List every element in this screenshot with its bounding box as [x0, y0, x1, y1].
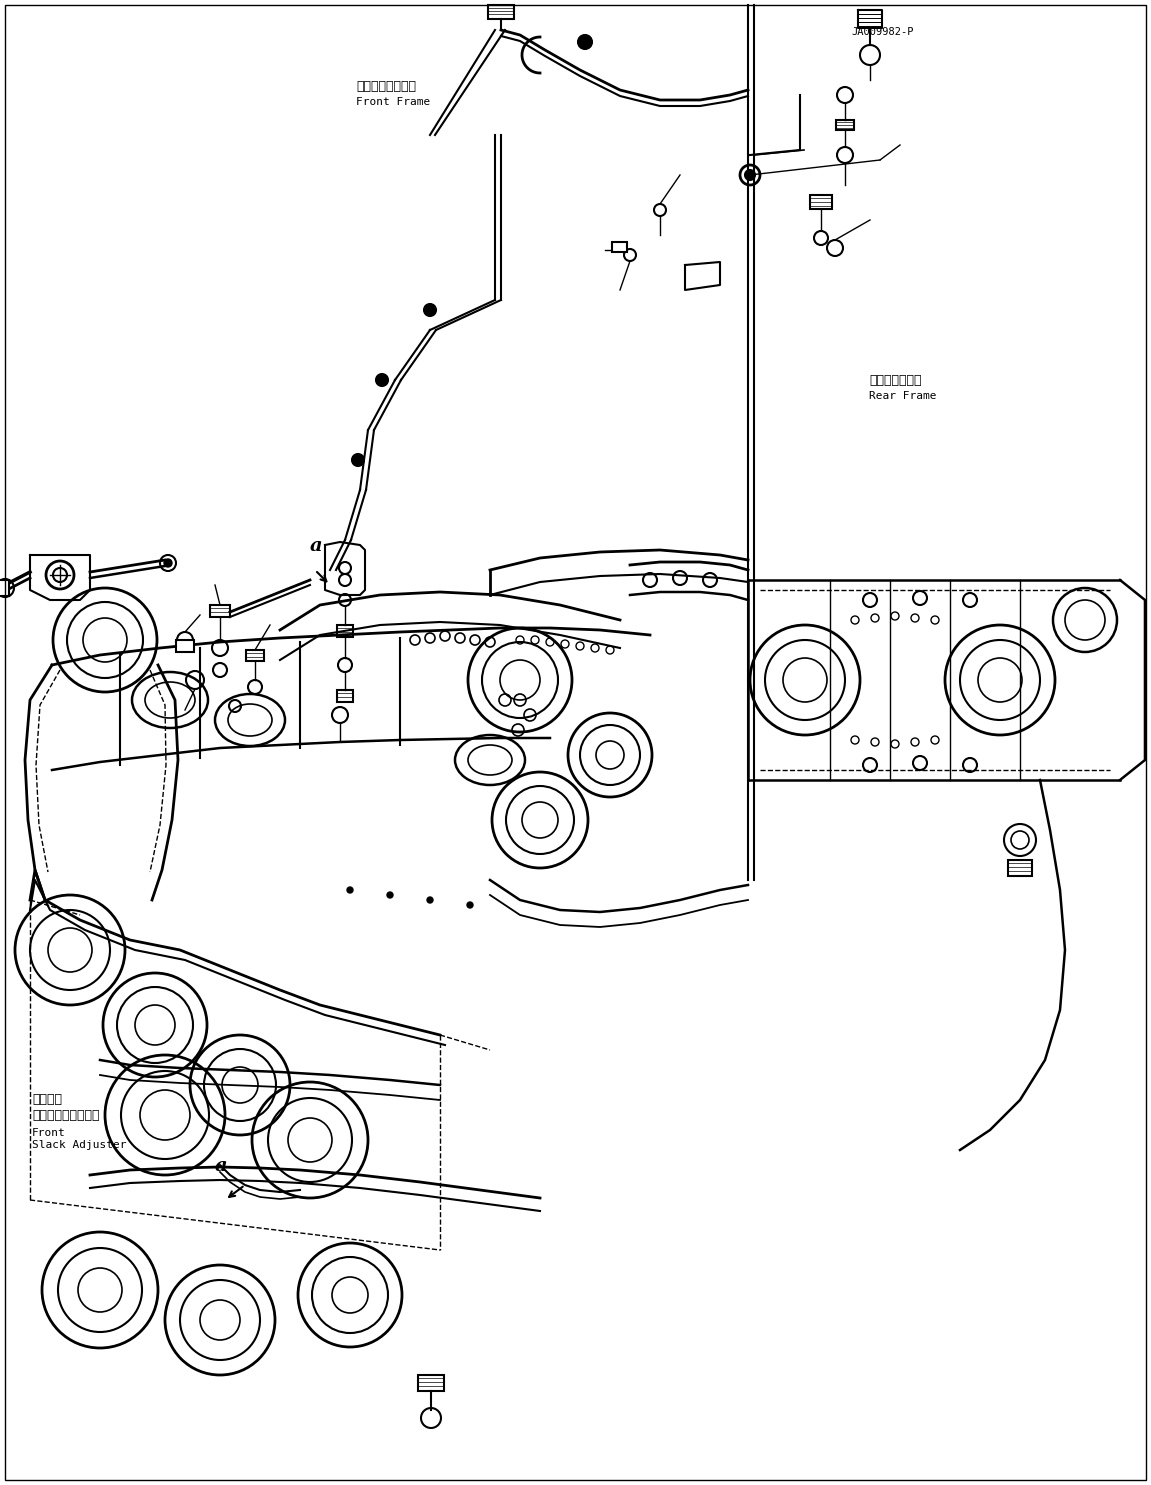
Circle shape [346, 887, 353, 892]
Text: a: a [310, 538, 322, 555]
Text: スラックアジャスタ: スラックアジャスタ [32, 1109, 99, 1123]
Text: a: a [215, 1157, 228, 1175]
Circle shape [578, 36, 592, 49]
Bar [836, 120, 854, 131]
Bar [337, 625, 353, 637]
Text: Front: Front [32, 1129, 66, 1138]
Circle shape [745, 169, 755, 180]
Text: Slack Adjuster: Slack Adjuster [32, 1140, 127, 1149]
Circle shape [387, 892, 392, 898]
Bar [612, 242, 627, 252]
Circle shape [376, 374, 388, 386]
Bar [488, 4, 514, 19]
Text: リヤーフレーム: リヤーフレーム [869, 374, 922, 388]
Circle shape [352, 454, 364, 466]
Text: フロントフレーム: フロントフレーム [356, 80, 416, 94]
Text: フロント: フロント [32, 1093, 62, 1106]
Bar [810, 195, 832, 209]
Circle shape [467, 901, 473, 907]
Circle shape [163, 558, 171, 567]
Bar [337, 691, 353, 702]
Text: JA009982-P: JA009982-P [851, 27, 914, 37]
Bar [246, 650, 264, 661]
Circle shape [424, 304, 436, 316]
Circle shape [427, 897, 433, 903]
Bar [176, 640, 195, 652]
Bar [418, 1375, 444, 1391]
Bar [0, 581, 9, 595]
Bar [209, 604, 230, 616]
Text: Rear Frame: Rear Frame [869, 391, 937, 401]
Bar [1008, 860, 1032, 876]
Text: Front Frame: Front Frame [356, 97, 430, 107]
